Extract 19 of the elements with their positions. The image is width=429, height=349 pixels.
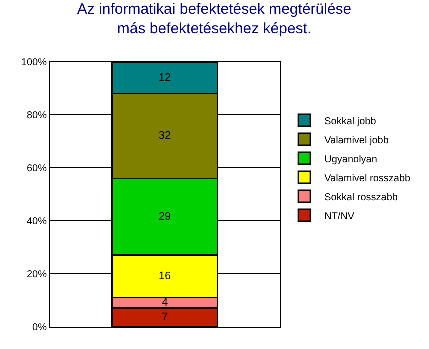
data-label: 12 — [158, 72, 172, 84]
legend-label: Ugyanolyan — [324, 154, 378, 166]
legend-label: Valamivel rosszabb — [324, 173, 411, 184]
y-tick-label: 20% — [26, 270, 48, 280]
legend-label: Sokkal rosszabb — [324, 192, 398, 204]
y-tick-label: 0% — [32, 322, 48, 334]
data-label: 7 — [162, 312, 168, 324]
legend-label: NT/NV — [324, 211, 355, 222]
data-label: 4 — [162, 297, 168, 310]
legend-label: Valamivel jobb — [324, 135, 390, 146]
y-tick-label: 60% — [26, 164, 48, 174]
y-tick-label: 40% — [26, 216, 48, 228]
data-label: 16 — [158, 270, 172, 283]
y-tick-label: 100% — [21, 58, 48, 68]
data-label: 29 — [158, 211, 172, 224]
y-tick-label: 80% — [26, 110, 48, 122]
legend-label: Sokkal jobb — [324, 116, 377, 128]
data-label: 32 — [158, 130, 172, 142]
chart-title: Az informatikai befektetések megtérülése más befektetésekhez képest. — [77, 0, 352, 38]
